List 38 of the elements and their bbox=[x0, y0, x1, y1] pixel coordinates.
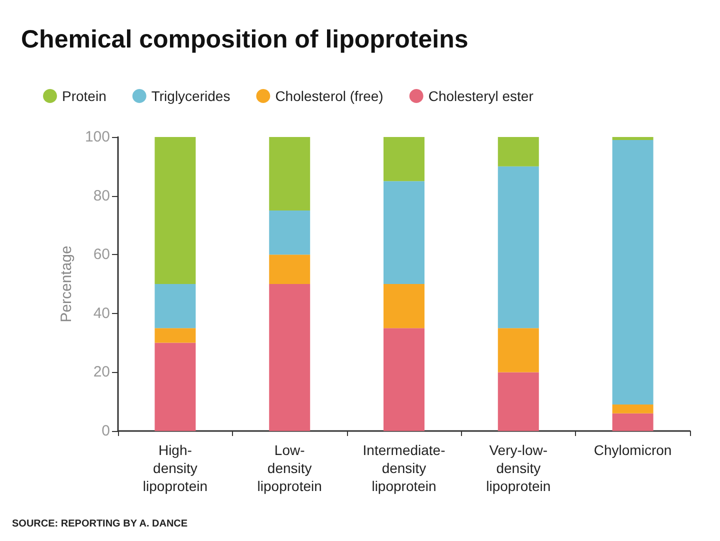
bar bbox=[612, 404, 654, 414]
legend-label: Triglycerides bbox=[151, 88, 230, 104]
bar bbox=[498, 137, 539, 166]
bar bbox=[384, 284, 424, 328]
bar bbox=[612, 140, 654, 405]
x-tick-label: High- density lipoprotein bbox=[142, 442, 208, 494]
y-axis-title: Percentage bbox=[58, 246, 76, 322]
bar bbox=[154, 328, 196, 343]
source-note: SOURCE: REPORTING BY A. DANCE bbox=[12, 518, 188, 530]
bar bbox=[269, 137, 310, 210]
x-tick-label: Very-low- density lipoprotein bbox=[486, 442, 551, 494]
legend-label: Cholesteryl ester bbox=[428, 88, 534, 104]
y-tick-label: 20 bbox=[93, 364, 110, 381]
x-tick-label: Chylomicron bbox=[594, 442, 672, 458]
bar bbox=[269, 254, 310, 284]
bar bbox=[384, 137, 424, 182]
y-tick-label: 60 bbox=[93, 246, 110, 264]
legend-label: Cholesterol (free) bbox=[275, 88, 384, 104]
bar bbox=[154, 284, 196, 328]
bar bbox=[498, 166, 539, 328]
bar bbox=[498, 372, 539, 431]
bar bbox=[384, 181, 424, 284]
bar bbox=[612, 137, 654, 140]
y-tick-label: 40 bbox=[93, 304, 110, 322]
chart-title: Chemical composition of lipoproteins bbox=[21, 26, 468, 54]
bar bbox=[154, 342, 196, 431]
x-tick-label: Low- density lipoprotein bbox=[257, 442, 322, 494]
bar bbox=[269, 210, 310, 255]
x-tick-label: Intermediate- density lipoprotein bbox=[362, 442, 446, 494]
y-tick-label: 80 bbox=[93, 187, 110, 204]
bar bbox=[612, 413, 654, 431]
legend-label: Protein bbox=[62, 88, 106, 104]
bar bbox=[384, 328, 424, 431]
y-tick-label: 0 bbox=[102, 422, 110, 440]
y-tick-label: 100 bbox=[84, 128, 110, 146]
bar bbox=[154, 137, 196, 284]
bar bbox=[498, 328, 539, 372]
bar bbox=[269, 284, 310, 431]
